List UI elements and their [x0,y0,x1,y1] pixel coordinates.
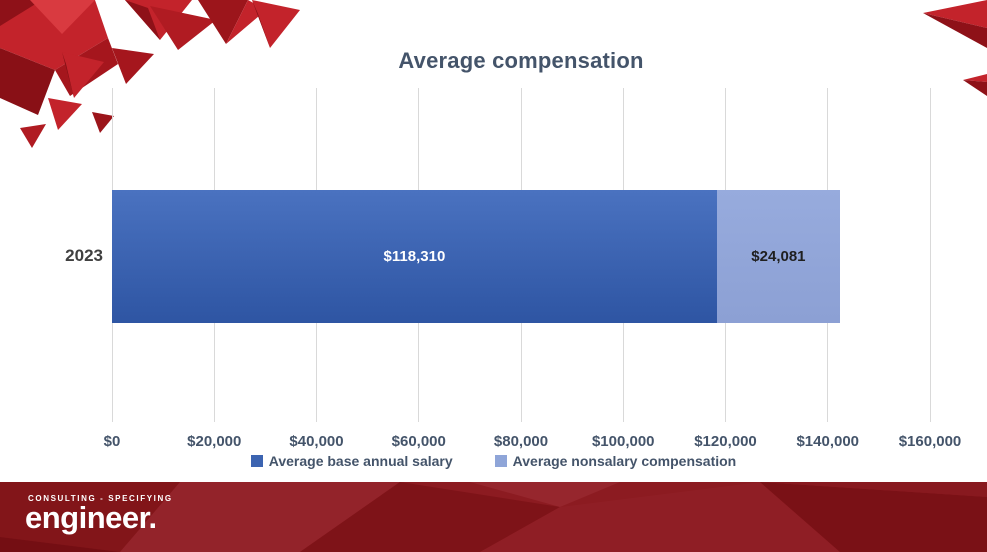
x-tick-label: $120,000 [694,433,757,450]
x-tick-label: $60,000 [391,433,446,450]
bottom-banner: CONSULTING - SPECIFYING engineer. [0,482,987,552]
plot-area: $118,310 $24,081 [111,88,931,422]
gridline [929,88,931,422]
x-axis-tick-labels: $0 $20,000 $40,000 $60,000 $80,000 $100,000 $1… [104,433,962,453]
x-tick-label: $140,000 [796,433,860,450]
legend-item-base-salary: Average base annual salary [250,453,453,469]
legend-item-nonsalary: Average nonsalary compensation [494,453,737,469]
x-tick-label: $100,000 [591,433,655,450]
x-tick-label: $160,000 [898,433,962,450]
legend-swatch-base-salary [250,455,263,467]
x-tick-label: $80,000 [493,433,549,450]
x-tick-label: $0 [103,433,121,450]
chart-title: Average compensation [398,48,644,73]
legend: Average base annual salary Average nonsa… [0,453,987,469]
category-label-2023: 2023 [65,246,103,265]
logo-tagline: CONSULTING - SPECIFYING [28,494,173,503]
legend-label-nonsalary: Average nonsalary compensation [512,453,737,469]
banner-polygon-texture [0,482,987,552]
bar-2023: $118,310 $24,081 [112,190,840,323]
red-polygon-decoration-top-left [0,0,300,148]
bar-value-nonsalary: $24,081 [751,248,806,265]
logo-wordmark: engineer. [25,500,157,535]
bar-segment-base-salary: $118,310 [112,190,717,323]
legend-label-base-salary: Average base annual salary [268,453,453,469]
consulting-specifying-engineer-logo: CONSULTING - SPECIFYING engineer. [25,494,173,535]
legend-swatch-nonsalary [494,455,507,467]
bar-value-base-salary: $118,310 [383,248,446,265]
red-polygon-decoration-top-right [923,0,987,96]
x-tick-label: $40,000 [289,433,344,450]
bar-segment-nonsalary: $24,081 [716,190,840,323]
x-tick-label: $20,000 [187,433,242,450]
